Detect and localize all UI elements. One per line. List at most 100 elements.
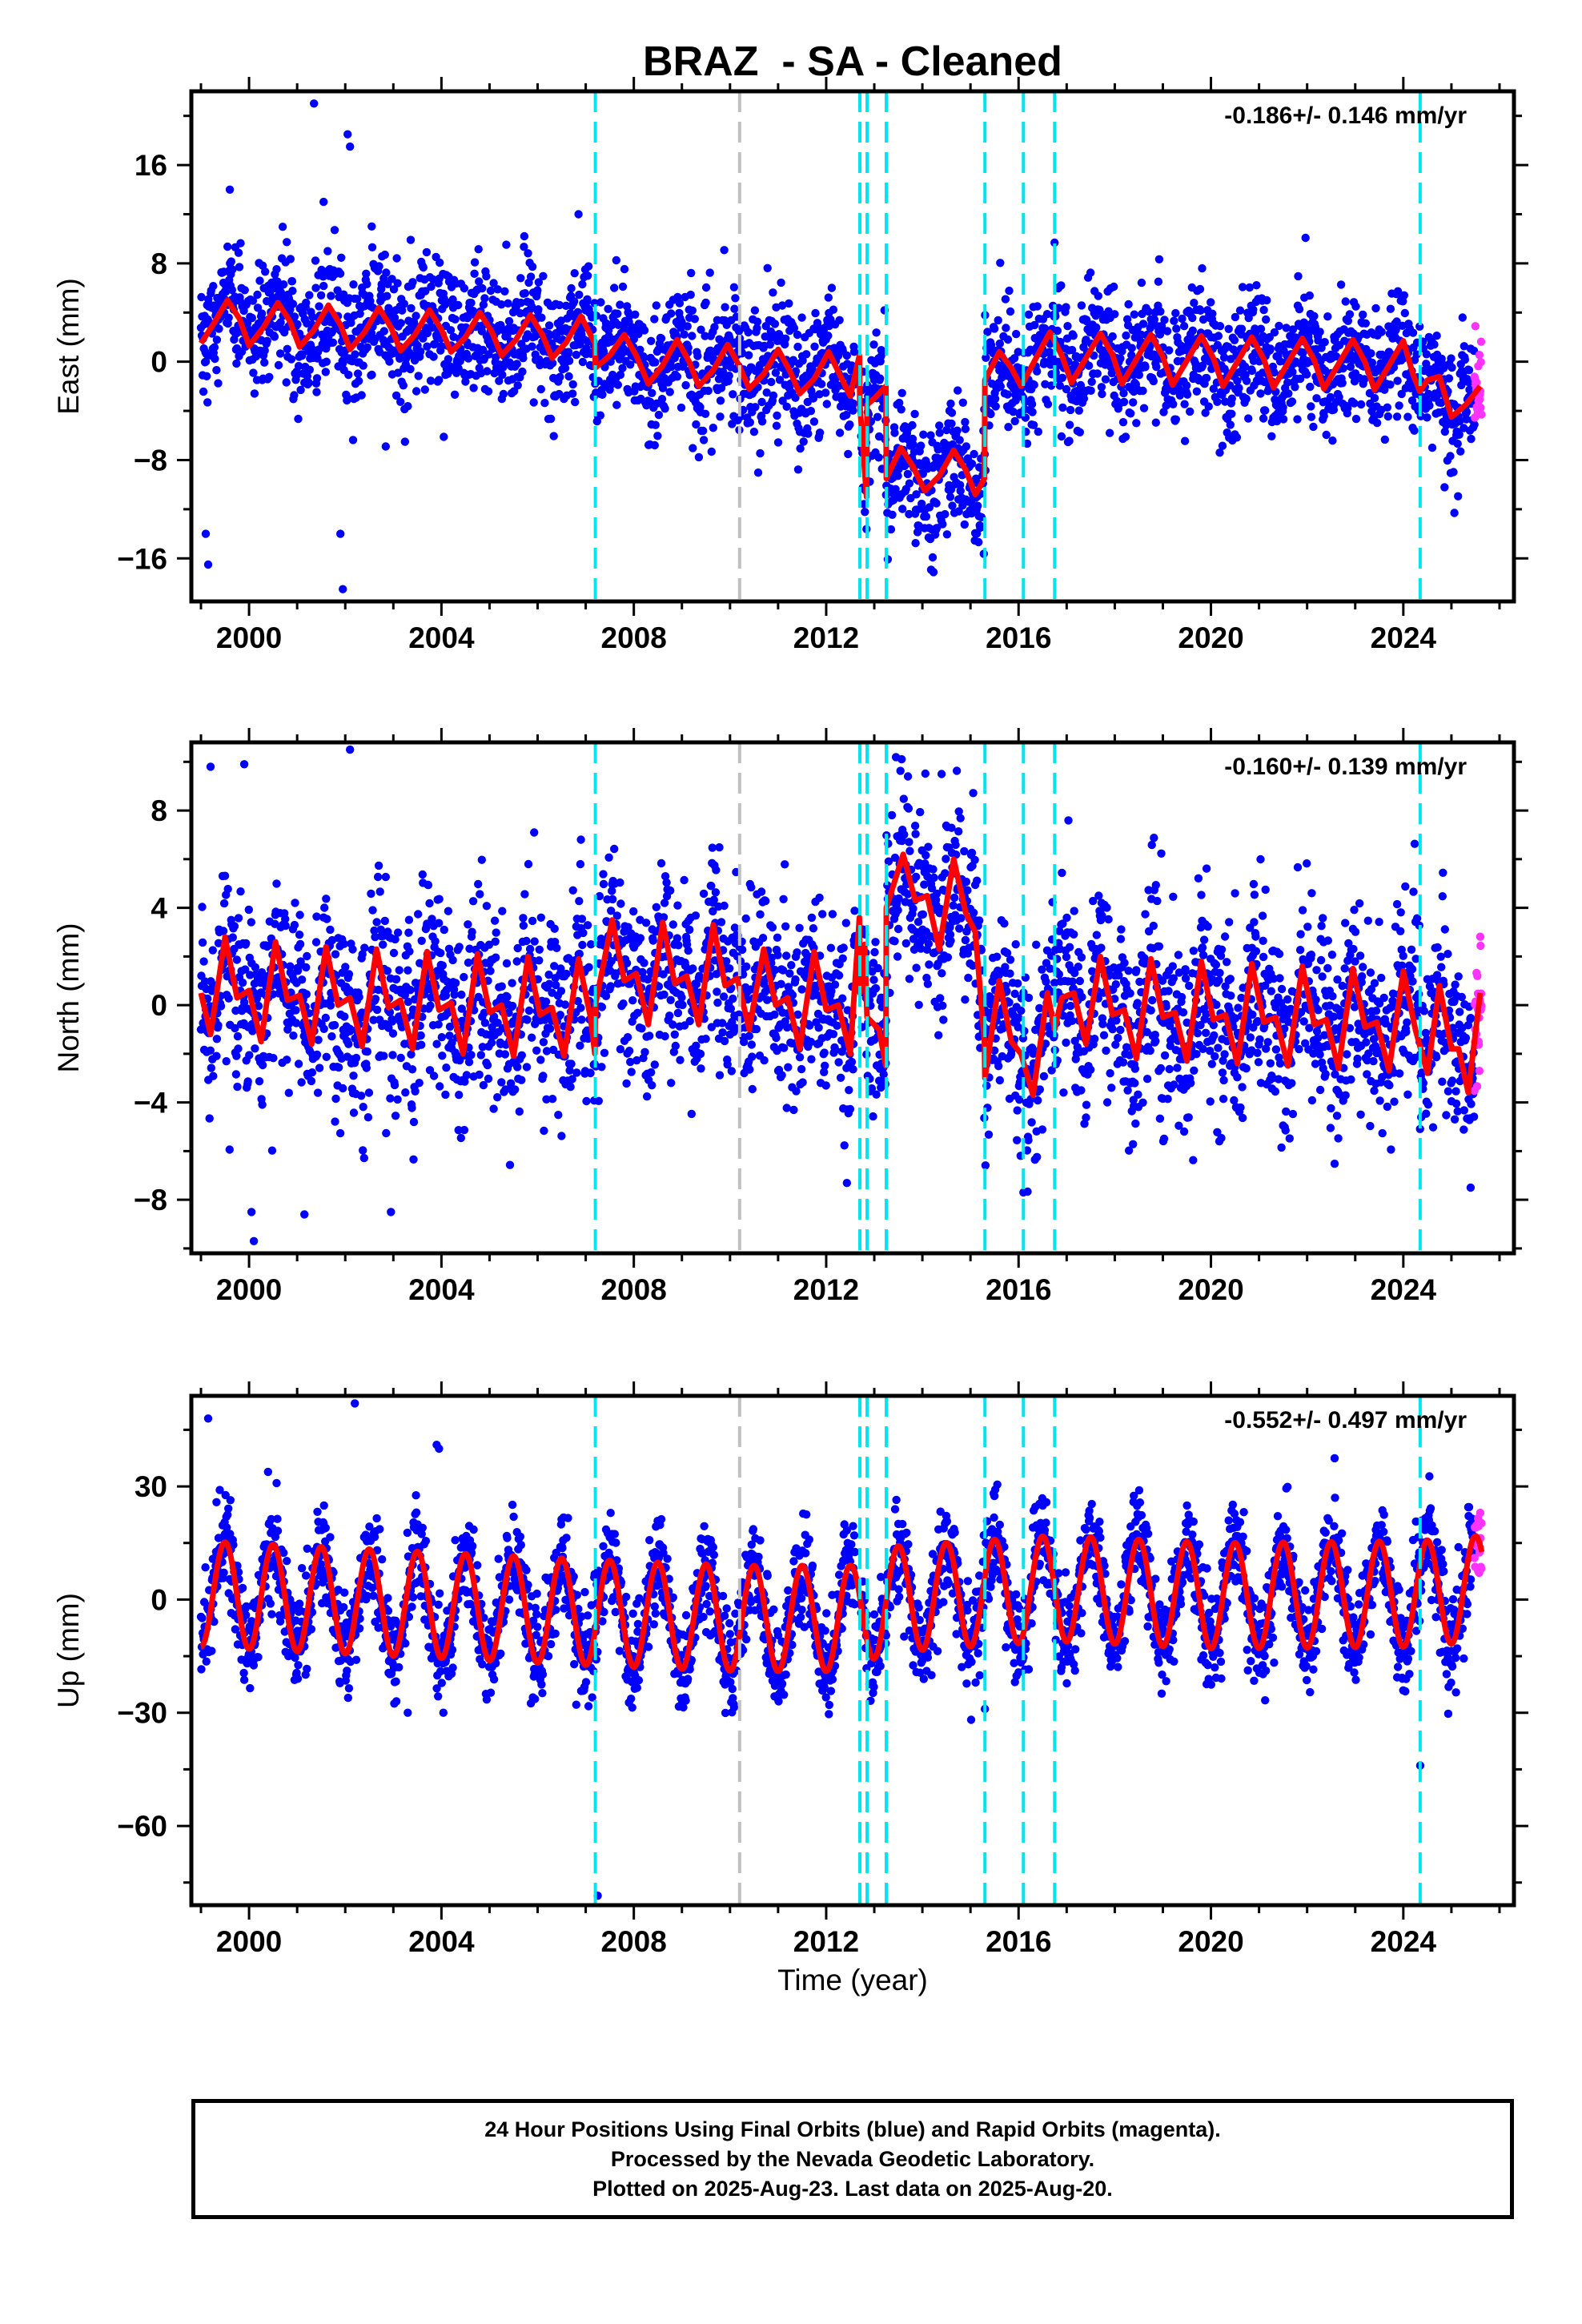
rapid-point (1476, 337, 1486, 346)
data-point (425, 899, 434, 908)
data-point (302, 298, 311, 308)
data-point (240, 286, 249, 295)
data-point (578, 940, 587, 950)
data-point (844, 449, 853, 459)
data-point (781, 922, 790, 931)
data-point (1275, 321, 1283, 331)
data-point (542, 1047, 552, 1055)
data-point (214, 939, 223, 948)
data-point (1291, 383, 1299, 392)
data-point (251, 963, 260, 972)
data-point (1301, 233, 1310, 243)
data-point (363, 279, 371, 288)
data-point (770, 1010, 779, 1019)
data-point (756, 448, 765, 458)
data-point (400, 300, 408, 308)
data-point (554, 1111, 563, 1120)
data-point (694, 452, 704, 462)
rapid-point (1476, 403, 1485, 412)
data-point (380, 250, 389, 259)
data-point (1005, 286, 1014, 296)
data-point (388, 1051, 397, 1059)
data-point (536, 1055, 545, 1064)
data-point (707, 447, 716, 456)
data-point (623, 1033, 632, 1042)
data-point (782, 402, 791, 411)
data-point (1326, 392, 1335, 402)
data-point (404, 402, 412, 411)
data-point (517, 1051, 526, 1060)
data-point (905, 479, 914, 488)
data-point (693, 352, 702, 360)
data-point (544, 971, 553, 979)
outlier-point (225, 185, 235, 194)
data-point (824, 332, 833, 340)
data-point (687, 1109, 696, 1119)
data-point (824, 293, 833, 302)
data-point (1244, 414, 1253, 423)
panel-east: 2000 2004 2008 2012 2016 2020 2024−16−80816Eas… (52, 77, 1528, 654)
data-point (835, 316, 844, 324)
data-point (206, 1046, 215, 1055)
data-point (1447, 354, 1456, 363)
data-point (539, 1038, 548, 1047)
data-point (339, 1084, 347, 1093)
data-point (1003, 335, 1013, 344)
data-point (604, 304, 612, 313)
data-point (869, 1112, 877, 1121)
data-point (689, 964, 697, 973)
data-point (685, 925, 694, 935)
data-point (326, 925, 335, 935)
data-point (557, 1132, 566, 1140)
data-point (504, 316, 514, 326)
data-point (522, 1063, 532, 1072)
outlier-point (346, 142, 355, 151)
data-point (390, 1080, 400, 1090)
data-point (1243, 376, 1251, 385)
data-point (572, 350, 580, 360)
data-point (405, 947, 414, 956)
data-point (757, 887, 766, 896)
data-point (871, 983, 881, 993)
data-point (1207, 298, 1215, 307)
final-orbit-points (196, 99, 1479, 593)
data-point (435, 919, 444, 927)
x-tick-label: 2020 (1178, 621, 1243, 654)
data-point (556, 1011, 564, 1019)
data-point (474, 245, 483, 254)
data-point (840, 1141, 849, 1150)
data-point (652, 903, 661, 912)
data-point (806, 1037, 816, 1047)
data-point (634, 329, 643, 339)
data-point (845, 1086, 853, 1095)
data-point (666, 886, 675, 895)
data-point (331, 1117, 339, 1126)
data-point (677, 317, 686, 327)
data-point (293, 320, 302, 329)
data-point (723, 1060, 732, 1069)
data-point (688, 306, 697, 315)
data-point (1170, 316, 1178, 325)
data-point (897, 405, 905, 414)
data-point (651, 358, 660, 367)
data-point (576, 1003, 585, 1012)
data-point (305, 365, 314, 374)
data-point (411, 1087, 420, 1096)
data-point (659, 913, 669, 922)
data-point (341, 963, 350, 971)
data-point (416, 347, 425, 356)
data-point (873, 412, 882, 421)
data-point (720, 1036, 729, 1046)
data-point (1279, 403, 1287, 412)
data-point (1320, 338, 1329, 347)
data-point (680, 330, 689, 339)
data-point (272, 265, 281, 274)
data-point (564, 348, 573, 356)
data-point (1267, 432, 1276, 440)
data-point (215, 324, 223, 333)
data-point (234, 1044, 243, 1053)
data-point (1377, 328, 1386, 336)
data-point (1350, 399, 1359, 408)
data-point (616, 878, 624, 887)
data-point (577, 1015, 586, 1024)
